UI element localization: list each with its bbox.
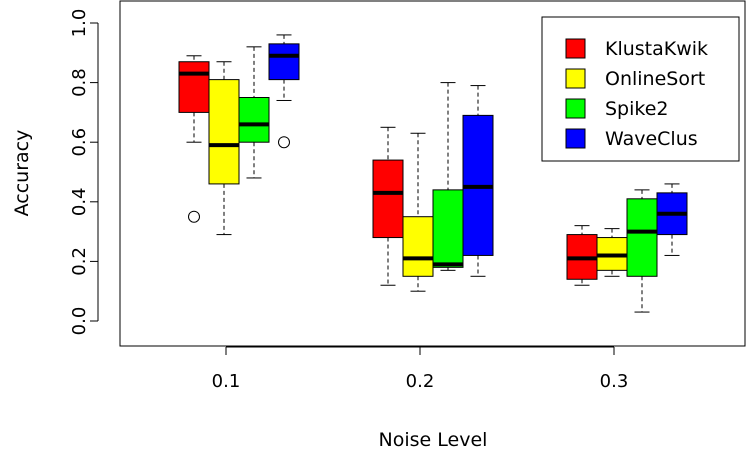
x-axis: 0.1 0.2 0.3	[212, 346, 629, 392]
y-tick-label: 0.8	[69, 68, 90, 97]
box-iqr	[178, 61, 210, 113]
box-waveclus	[656, 183, 688, 256]
box-series-group	[178, 34, 688, 313]
box-spike2	[238, 46, 270, 179]
x-tick-label: 0.2	[406, 371, 435, 392]
legend-label-onlinesort: OnlineSort	[605, 68, 705, 90]
x-tick-label: 0.1	[212, 371, 241, 392]
y-tick-label: 1.0	[69, 9, 90, 38]
box-spike2	[626, 189, 658, 313]
plot-frame	[119, 0, 746, 347]
y-axis-label: Accuracy	[11, 130, 33, 217]
box-iqr	[626, 198, 658, 277]
y-axis: 0.0 0.2 0.4 0.6 0.8 1.0	[69, 9, 99, 336]
outlier-point	[278, 136, 290, 149]
box-klustakwik	[178, 55, 210, 223]
legend: KlustaKwik OnlineSort Spike2 WaveClus	[541, 16, 740, 162]
box-iqr	[208, 79, 240, 185]
box-spike2	[432, 82, 464, 271]
box-waveclus	[462, 85, 494, 277]
box-iqr	[432, 189, 464, 268]
y-tick-label: 0.4	[69, 187, 90, 216]
box-klustakwik	[566, 225, 598, 286]
y-tick-label: 0.6	[69, 128, 90, 157]
legend-label-spike2: Spike2	[605, 98, 669, 120]
outlier-point	[188, 210, 200, 223]
legend-label-waveclus: WaveClus	[605, 128, 698, 150]
x-tick-label: 0.3	[600, 371, 629, 392]
box-iqr	[238, 97, 270, 143]
box-iqr	[372, 159, 404, 239]
legend-swatch-onlinesort	[565, 68, 586, 89]
box-onlinesort	[208, 61, 240, 236]
legend-swatch-spike2	[565, 98, 586, 119]
legend-swatch-waveclus	[565, 128, 586, 149]
legend-swatch-klustakwik	[565, 38, 586, 59]
legend-label-klustakwik: KlustaKwik	[605, 38, 708, 60]
box-onlinesort	[402, 132, 434, 292]
x-axis-label: Noise Level	[379, 429, 488, 451]
box-iqr	[268, 43, 300, 81]
box-iqr	[402, 216, 434, 277]
y-tick-label: 0.2	[69, 247, 90, 276]
box-onlinesort	[596, 228, 628, 277]
y-tick-label: 0.0	[69, 307, 90, 336]
box-waveclus	[268, 34, 300, 149]
box-klustakwik	[372, 126, 404, 286]
